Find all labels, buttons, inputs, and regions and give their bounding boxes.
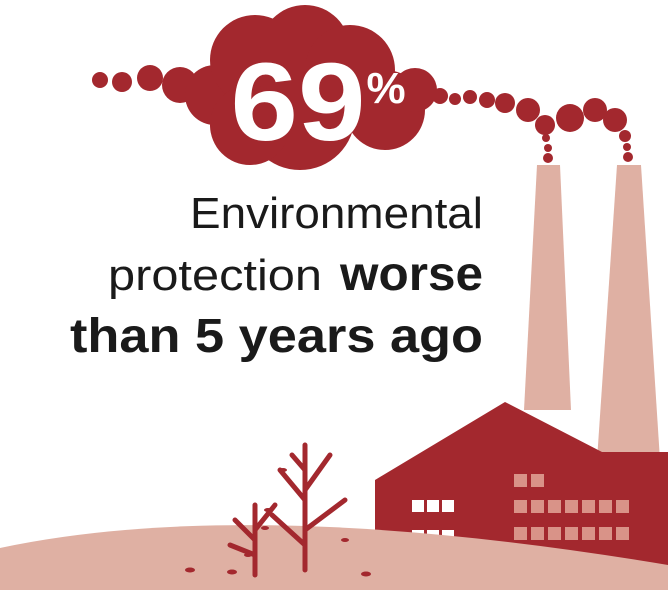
stat-unit: % bbox=[366, 64, 405, 113]
ground bbox=[0, 525, 668, 590]
trees bbox=[227, 442, 348, 578]
cloud bbox=[92, 5, 437, 170]
caption-emphasis: than 5 years ago bbox=[70, 310, 483, 363]
chimneys bbox=[524, 165, 660, 460]
smoke bbox=[432, 88, 633, 163]
caption-line: Environmental bbox=[190, 189, 483, 238]
stat-value: 69 bbox=[231, 41, 366, 164]
leaves bbox=[185, 468, 371, 577]
caption-emphasis: worse bbox=[339, 248, 483, 301]
caption-line: protection bbox=[108, 251, 322, 300]
